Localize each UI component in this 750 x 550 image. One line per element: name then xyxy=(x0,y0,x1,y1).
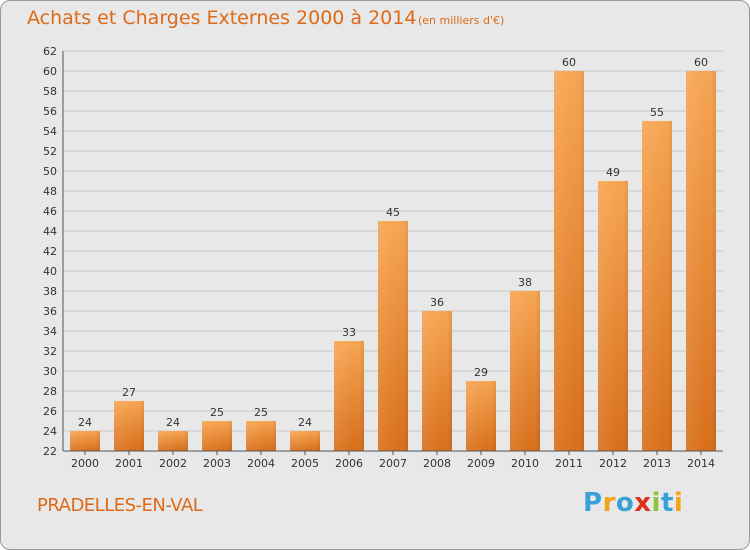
x-tick-label: 2004 xyxy=(247,457,275,470)
chart-unit-note: (en milliers d'€) xyxy=(418,14,505,27)
y-tick-label: 54 xyxy=(43,125,57,138)
data-label: 36 xyxy=(430,296,444,309)
y-tick-label: 26 xyxy=(43,405,57,418)
x-tick-label: 2012 xyxy=(599,457,627,470)
x-tick-label: 2003 xyxy=(203,457,231,470)
x-tick-label: 2010 xyxy=(511,457,539,470)
bar-shading xyxy=(510,291,540,451)
y-tick-label: 22 xyxy=(43,445,57,458)
y-tick-label: 28 xyxy=(43,385,57,398)
bar-shading xyxy=(378,221,408,451)
logo-letter: o xyxy=(615,488,635,518)
data-label: 60 xyxy=(694,56,708,69)
logo-letter: x xyxy=(634,488,652,518)
bar-shading xyxy=(466,381,496,451)
x-tick-label: 2014 xyxy=(687,457,715,470)
data-label: 25 xyxy=(210,406,224,419)
bar-shading xyxy=(202,421,232,451)
logo-letter: r xyxy=(602,488,616,518)
y-tick-label: 42 xyxy=(43,245,57,258)
y-tick-label: 62 xyxy=(43,45,57,58)
x-tick-label: 2005 xyxy=(291,457,319,470)
bar-shading xyxy=(422,311,452,451)
x-tick-label: 2007 xyxy=(379,457,407,470)
logo-letter: i xyxy=(651,488,661,518)
axes: 22 24 26 28 30 32 34 36 38 40 42 44 46 48 50 52 54 56 58 60… xyxy=(43,45,723,470)
data-label: 24 xyxy=(78,416,92,429)
x-tick-label: 2008 xyxy=(423,457,451,470)
bars xyxy=(70,71,716,451)
x-tick-label: 2002 xyxy=(159,457,187,470)
data-label: 25 xyxy=(254,406,268,419)
x-tick-label: 2001 xyxy=(115,457,143,470)
bar-shading xyxy=(246,421,276,451)
y-tick-label: 32 xyxy=(43,345,57,358)
data-label: 49 xyxy=(606,166,620,179)
bar-shading xyxy=(642,121,672,451)
y-tick-label: 30 xyxy=(43,365,57,378)
y-tick-label: 60 xyxy=(43,65,57,78)
y-tick-label: 34 xyxy=(43,325,57,338)
data-label: 45 xyxy=(386,206,400,219)
bar-shading xyxy=(334,341,364,451)
x-tick-label: 2011 xyxy=(555,457,583,470)
city-name: PRADELLES-EN-VAL xyxy=(37,495,203,516)
data-label: 60 xyxy=(562,56,576,69)
data-label: 38 xyxy=(518,276,532,289)
y-tick-label: 58 xyxy=(43,85,57,98)
x-tick-label: 2000 xyxy=(71,457,99,470)
y-tick-label: 56 xyxy=(43,105,57,118)
data-label: 33 xyxy=(342,326,356,339)
y-tick-label: 48 xyxy=(43,185,57,198)
x-tick-label: 2009 xyxy=(467,457,495,470)
y-tick-label: 38 xyxy=(43,285,57,298)
x-tick-label: 2006 xyxy=(335,457,363,470)
y-tick-label: 44 xyxy=(43,225,57,238)
bar-shading xyxy=(114,401,144,451)
chart-title: Achats et Charges Externes 2000 à 2014 xyxy=(27,7,417,29)
data-label: 24 xyxy=(166,416,180,429)
data-label: 27 xyxy=(122,386,136,399)
logo-letter: P xyxy=(583,488,603,518)
logo-letter: t xyxy=(660,488,674,518)
proxiti-logo: Proxiti xyxy=(583,488,683,518)
logo-letter: i xyxy=(673,488,684,518)
bar-shading xyxy=(554,71,584,451)
y-tick-label: 52 xyxy=(43,145,57,158)
bar-shading xyxy=(158,431,188,451)
x-tick-label: 2013 xyxy=(643,457,671,470)
data-label: 24 xyxy=(298,416,312,429)
y-tick-label: 24 xyxy=(43,425,57,438)
bar-shading xyxy=(686,71,716,451)
y-tick-label: 50 xyxy=(43,165,57,178)
y-tick-label: 40 xyxy=(43,265,57,278)
data-label: 55 xyxy=(650,106,664,119)
y-tick-label: 46 xyxy=(43,205,57,218)
bar-shading xyxy=(70,431,100,451)
data-label: 29 xyxy=(474,366,488,379)
y-tick-label: 36 xyxy=(43,305,57,318)
bar-shading xyxy=(290,431,320,451)
bar-shading xyxy=(598,181,628,451)
